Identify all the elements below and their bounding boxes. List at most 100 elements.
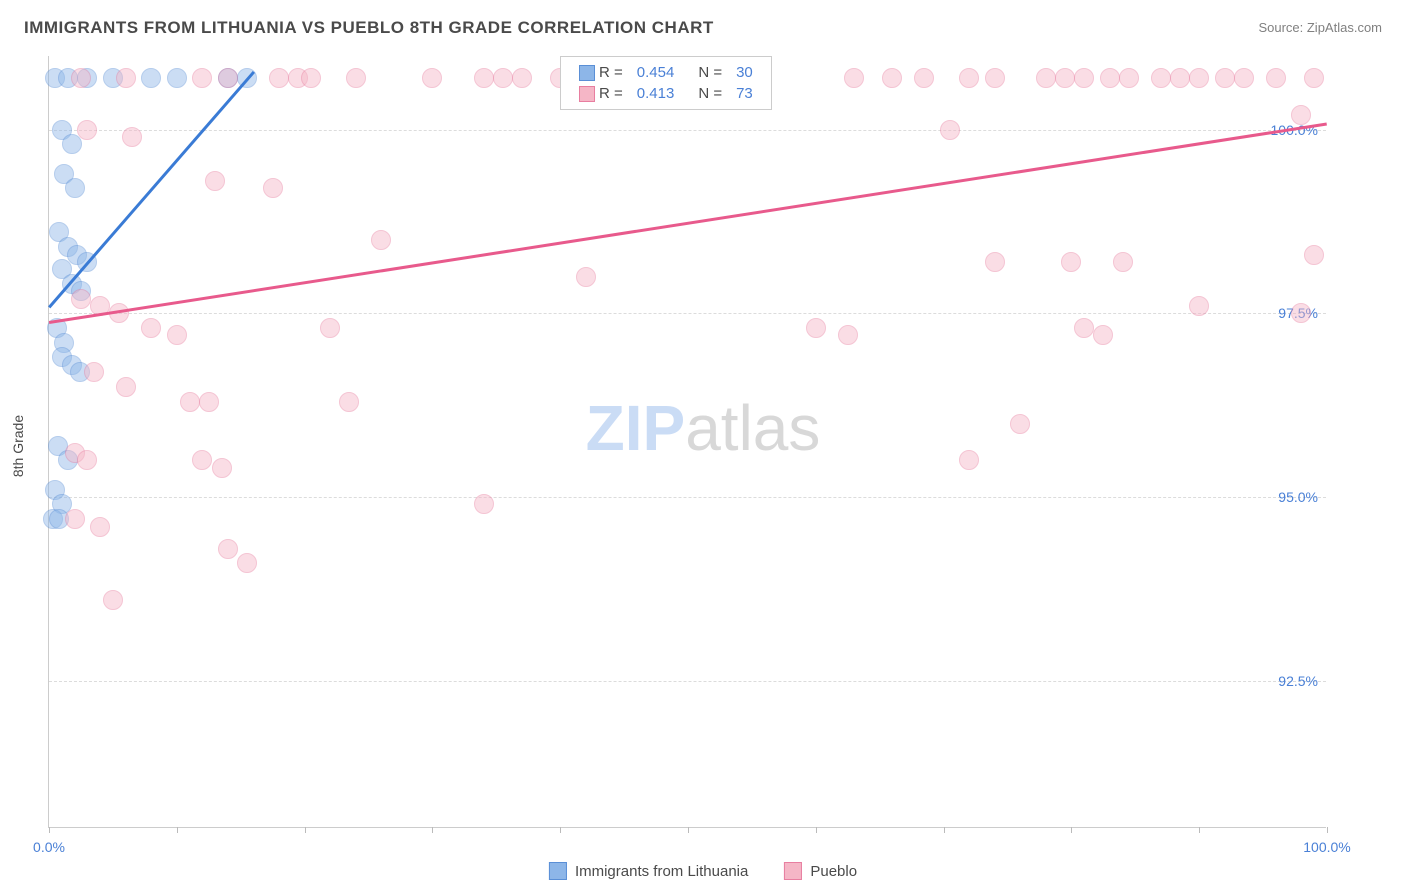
data-point <box>103 590 123 610</box>
data-point <box>116 377 136 397</box>
data-point <box>1113 252 1133 272</box>
data-point <box>141 318 161 338</box>
data-point <box>985 252 1005 272</box>
data-point <box>838 325 858 345</box>
data-point <box>985 68 1005 88</box>
data-point <box>205 171 225 191</box>
legend-label: Pueblo <box>810 863 857 880</box>
data-point <box>84 362 104 382</box>
data-point <box>71 68 91 88</box>
data-point <box>339 392 359 412</box>
x-tick <box>688 827 689 833</box>
data-point <box>167 68 187 88</box>
data-point <box>141 68 161 88</box>
data-point <box>346 68 366 88</box>
chart-title: IMMIGRANTS FROM LITHUANIA VS PUEBLO 8TH … <box>24 18 714 38</box>
data-point <box>320 318 340 338</box>
data-point <box>940 120 960 140</box>
x-tick <box>944 827 945 833</box>
data-point <box>1189 296 1209 316</box>
data-point <box>474 68 494 88</box>
x-tick <box>432 827 433 833</box>
data-point <box>62 134 82 154</box>
legend-row: R =0.413N =73 <box>573 84 759 103</box>
data-point <box>371 230 391 250</box>
legend-series: Immigrants from Lithuania Pueblo <box>549 862 857 880</box>
gridline <box>49 681 1326 682</box>
data-point <box>218 68 238 88</box>
data-point <box>1074 318 1094 338</box>
legend-swatch <box>579 86 595 102</box>
data-point <box>576 267 596 287</box>
data-point <box>90 517 110 537</box>
legend-n-label: N = <box>682 63 728 82</box>
legend-item: Immigrants from Lithuania <box>549 862 748 880</box>
gridline <box>49 313 1326 314</box>
source-label: Source: ZipAtlas.com <box>1258 20 1382 35</box>
x-tick <box>1199 827 1200 833</box>
x-tick <box>177 827 178 833</box>
data-point <box>1036 68 1056 88</box>
data-point <box>192 68 212 88</box>
data-point <box>474 494 494 514</box>
x-tick <box>49 827 50 833</box>
y-tick-label: 92.5% <box>1278 673 1318 689</box>
x-tick <box>305 827 306 833</box>
legend-r-value: 0.413 <box>631 84 681 103</box>
x-tick <box>1071 827 1072 833</box>
plot-area: 92.5%95.0%97.5%100.0%0.0%100.0% <box>48 56 1326 828</box>
data-point <box>1170 68 1190 88</box>
data-point <box>167 325 187 345</box>
data-point <box>122 127 142 147</box>
data-point <box>1010 414 1030 434</box>
data-point <box>180 392 200 412</box>
x-tick <box>1327 827 1328 833</box>
legend-swatch <box>549 862 567 880</box>
data-point <box>71 289 91 309</box>
data-point <box>422 68 442 88</box>
data-point <box>1100 68 1120 88</box>
legend-swatch <box>579 65 595 81</box>
data-point <box>199 392 219 412</box>
data-point <box>1234 68 1254 88</box>
legend-label: Immigrants from Lithuania <box>575 863 748 880</box>
legend-item: Pueblo <box>784 862 857 880</box>
data-point <box>1151 68 1171 88</box>
data-point <box>237 553 257 573</box>
legend-row: R =0.454N =30 <box>573 63 759 82</box>
data-point <box>1304 68 1324 88</box>
data-point <box>959 450 979 470</box>
data-point <box>301 68 321 88</box>
data-point <box>882 68 902 88</box>
legend-n-label: N = <box>682 84 728 103</box>
data-point <box>269 68 289 88</box>
legend-n-value: 73 <box>730 84 759 103</box>
data-point <box>65 178 85 198</box>
legend-correlation: R =0.454N =30 R =0.413N =73 <box>560 56 772 110</box>
data-point <box>1055 68 1075 88</box>
y-tick-label: 95.0% <box>1278 489 1318 505</box>
x-tick <box>560 827 561 833</box>
data-point <box>218 539 238 559</box>
gridline <box>49 497 1326 498</box>
data-point <box>192 450 212 470</box>
data-point <box>512 68 532 88</box>
data-point <box>1215 68 1235 88</box>
data-point <box>77 450 97 470</box>
data-point <box>1189 68 1209 88</box>
data-point <box>1093 325 1113 345</box>
x-tick-label: 0.0% <box>33 839 65 855</box>
legend-swatch <box>784 862 802 880</box>
data-point <box>959 68 979 88</box>
x-tick <box>816 827 817 833</box>
data-point <box>806 318 826 338</box>
data-point <box>914 68 934 88</box>
legend-n-value: 30 <box>730 63 759 82</box>
data-point <box>1119 68 1139 88</box>
data-point <box>212 458 232 478</box>
legend-r-value: 0.454 <box>631 63 681 82</box>
data-point <box>1291 105 1311 125</box>
data-point <box>1291 303 1311 323</box>
trend-line <box>49 122 1327 323</box>
data-point <box>263 178 283 198</box>
